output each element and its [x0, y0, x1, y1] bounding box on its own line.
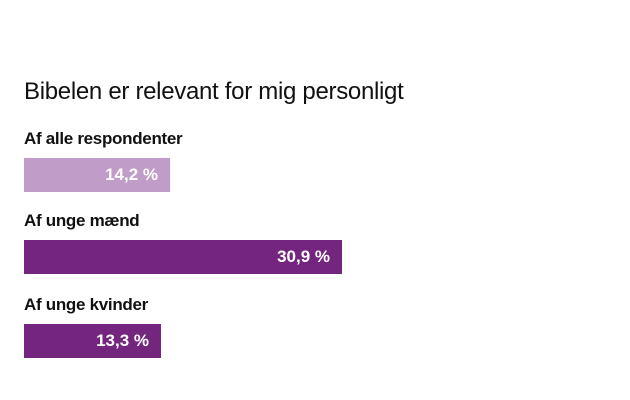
value-label: 30,9 %	[277, 247, 330, 266]
bar: 30,9 %	[24, 240, 342, 274]
value-label: 14,2 %	[105, 165, 158, 184]
category-label: Af unge mænd	[24, 211, 140, 230]
category-label: Af unge kvinder	[24, 295, 148, 314]
bar: 14,2 %	[24, 158, 170, 192]
bar: 13,3 %	[24, 324, 161, 358]
chart-title: Bibelen er relevant for mig personligt	[24, 78, 404, 105]
category-label: Af alle respondenter	[24, 129, 183, 148]
bar-row: Af unge mænd 30,9 %	[24, 210, 342, 274]
bar-row: Af unge kvinder 13,3 %	[24, 294, 161, 358]
bar-row: Af alle respondenter 14,2 %	[24, 128, 183, 192]
value-label: 13,3 %	[96, 331, 149, 350]
